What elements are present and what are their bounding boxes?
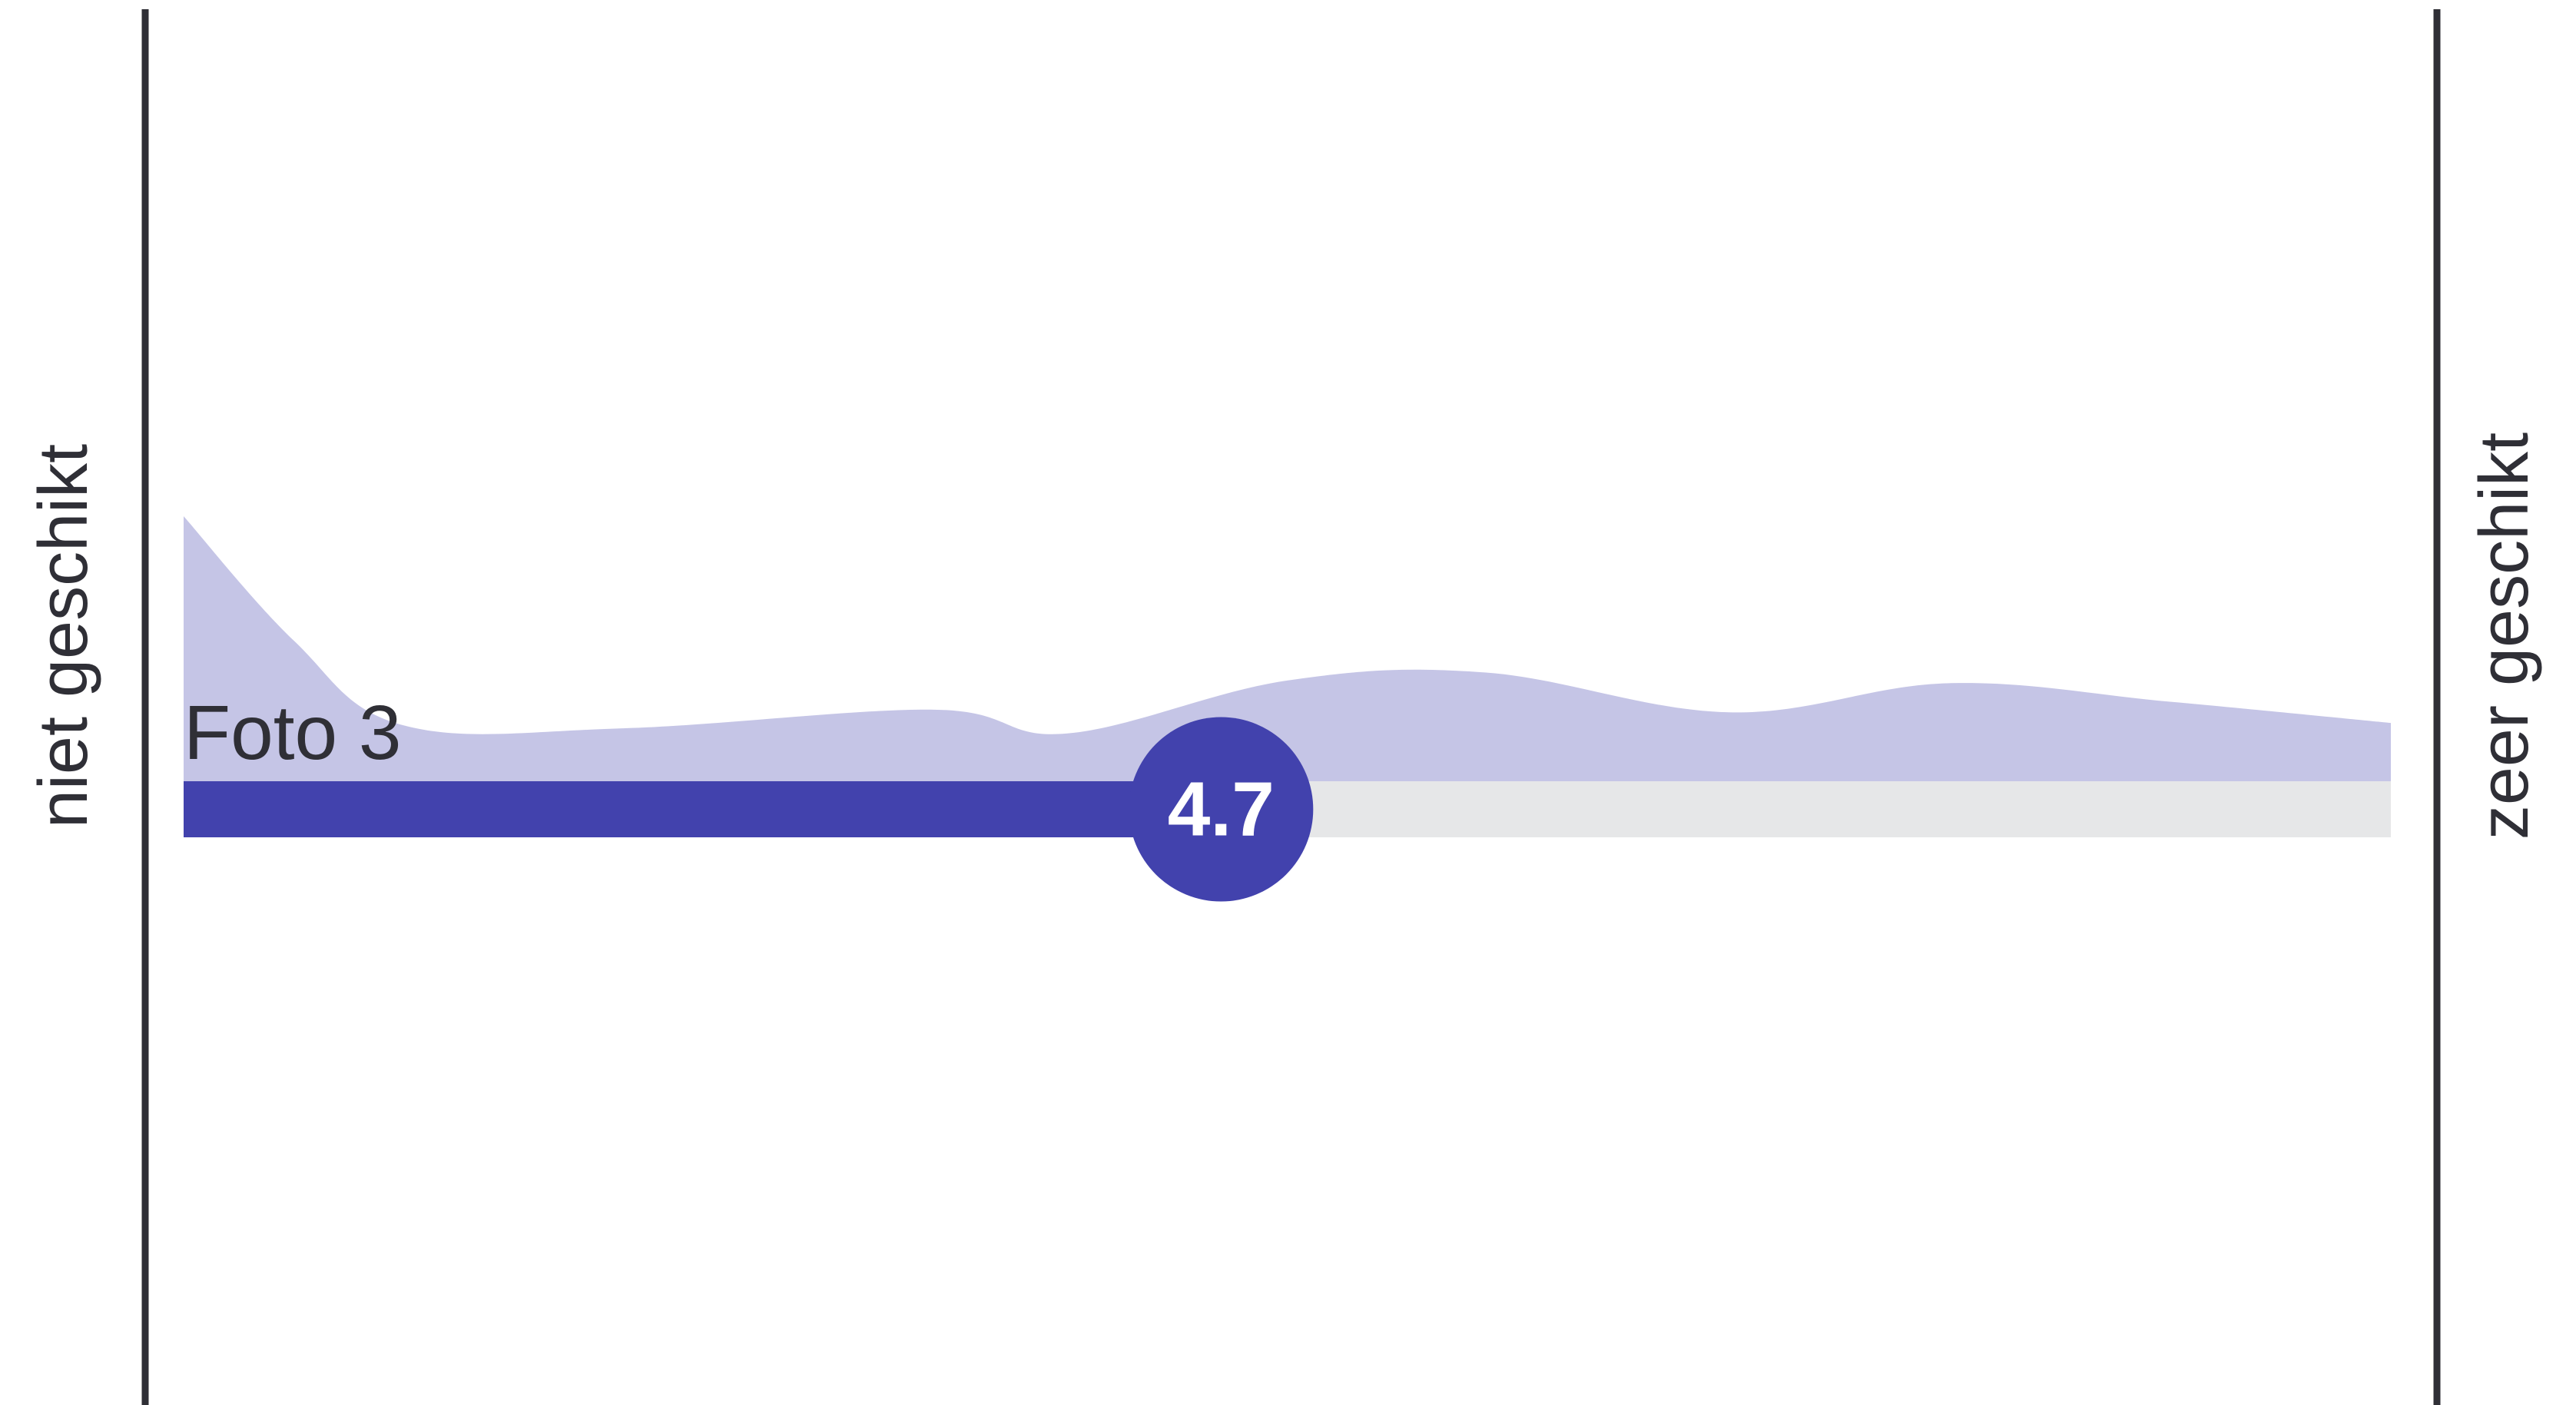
item-label: Foto 3 bbox=[184, 690, 402, 776]
scale-max-label: zeer geschikt bbox=[2466, 432, 2543, 840]
score-value-label: 4.7 bbox=[1168, 767, 1275, 853]
score-badge-circle bbox=[1129, 717, 1314, 902]
score-badge: 4.7 bbox=[1129, 717, 1314, 902]
response-distribution-area bbox=[184, 516, 2391, 781]
scale-min-label: niet geschikt bbox=[25, 444, 102, 828]
score-fill-bar bbox=[184, 781, 1222, 837]
